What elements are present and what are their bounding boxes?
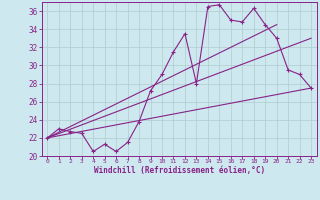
X-axis label: Windchill (Refroidissement éolien,°C): Windchill (Refroidissement éolien,°C)	[94, 166, 265, 175]
